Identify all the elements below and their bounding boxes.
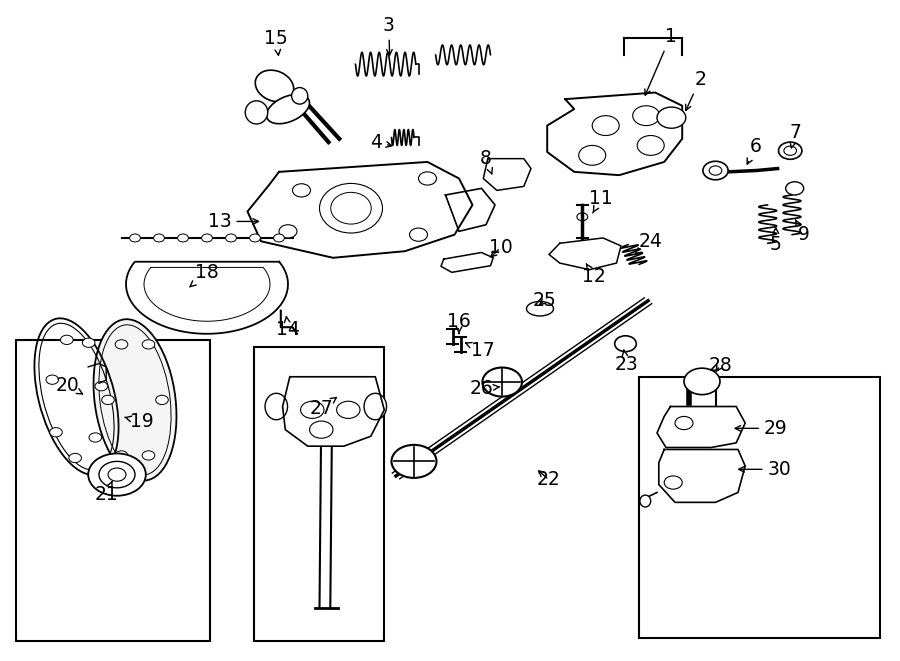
- Circle shape: [115, 340, 128, 349]
- Circle shape: [130, 234, 140, 242]
- Ellipse shape: [266, 393, 288, 420]
- Text: 11: 11: [590, 189, 613, 213]
- Circle shape: [68, 453, 81, 463]
- Bar: [254, 347, 384, 641]
- Circle shape: [88, 453, 146, 496]
- Text: 25: 25: [533, 292, 556, 310]
- Circle shape: [786, 182, 804, 195]
- Circle shape: [418, 172, 436, 185]
- Circle shape: [279, 225, 297, 238]
- Text: 3: 3: [382, 16, 395, 55]
- Text: 24: 24: [635, 232, 662, 254]
- Circle shape: [202, 234, 212, 242]
- Text: 28: 28: [708, 356, 732, 375]
- Text: 27: 27: [310, 397, 337, 418]
- Text: 15: 15: [265, 29, 288, 56]
- Text: 10: 10: [489, 239, 512, 257]
- Text: 17: 17: [465, 341, 495, 360]
- Circle shape: [675, 416, 693, 430]
- Text: 5: 5: [770, 228, 782, 254]
- Ellipse shape: [526, 301, 554, 316]
- Text: 21: 21: [94, 482, 118, 504]
- Polygon shape: [483, 159, 531, 190]
- Polygon shape: [657, 407, 745, 447]
- Text: 8: 8: [480, 149, 492, 174]
- Text: 14: 14: [276, 317, 300, 338]
- Circle shape: [615, 336, 636, 352]
- Ellipse shape: [292, 87, 308, 104]
- Circle shape: [664, 476, 682, 489]
- Circle shape: [50, 428, 62, 437]
- Bar: [16, 340, 210, 641]
- Polygon shape: [446, 188, 495, 231]
- Text: 16: 16: [447, 312, 471, 334]
- Text: 13: 13: [208, 212, 258, 231]
- Circle shape: [115, 451, 128, 460]
- Text: 6: 6: [747, 137, 762, 164]
- Circle shape: [684, 368, 720, 395]
- Text: 1: 1: [645, 27, 677, 95]
- Polygon shape: [659, 449, 745, 502]
- Text: 20: 20: [56, 376, 83, 395]
- Text: 12: 12: [582, 264, 606, 286]
- Text: 9: 9: [796, 220, 810, 244]
- Circle shape: [177, 234, 188, 242]
- Polygon shape: [441, 253, 493, 272]
- Circle shape: [156, 395, 168, 405]
- Ellipse shape: [364, 393, 387, 420]
- Circle shape: [60, 335, 73, 344]
- Text: 23: 23: [615, 350, 638, 374]
- Circle shape: [657, 107, 686, 128]
- Text: 7: 7: [789, 123, 802, 148]
- Ellipse shape: [245, 100, 268, 124]
- Circle shape: [95, 381, 108, 391]
- Polygon shape: [549, 238, 621, 270]
- Circle shape: [778, 142, 802, 159]
- Ellipse shape: [94, 319, 176, 481]
- Circle shape: [142, 451, 155, 460]
- Circle shape: [102, 395, 114, 405]
- Text: 2: 2: [686, 70, 706, 110]
- Circle shape: [392, 445, 436, 478]
- Circle shape: [482, 368, 522, 397]
- Text: 30: 30: [739, 460, 791, 479]
- Text: 18: 18: [190, 263, 219, 287]
- Polygon shape: [126, 262, 288, 334]
- Circle shape: [46, 375, 58, 384]
- Ellipse shape: [256, 70, 293, 102]
- Text: 29: 29: [735, 419, 788, 438]
- Circle shape: [142, 340, 155, 349]
- Circle shape: [249, 234, 260, 242]
- Circle shape: [410, 228, 427, 241]
- Circle shape: [154, 234, 165, 242]
- Polygon shape: [248, 162, 472, 258]
- Ellipse shape: [266, 95, 310, 124]
- Circle shape: [292, 184, 310, 197]
- Text: 19: 19: [125, 412, 154, 431]
- Circle shape: [703, 161, 728, 180]
- Circle shape: [89, 433, 102, 442]
- Bar: [639, 377, 880, 638]
- Circle shape: [274, 234, 284, 242]
- Ellipse shape: [640, 495, 651, 507]
- Polygon shape: [283, 377, 384, 446]
- Text: 26: 26: [470, 379, 500, 398]
- Polygon shape: [547, 93, 682, 175]
- Text: 22: 22: [537, 471, 561, 489]
- Circle shape: [99, 461, 135, 488]
- Text: 4: 4: [370, 133, 392, 151]
- Circle shape: [226, 234, 237, 242]
- Circle shape: [83, 338, 95, 348]
